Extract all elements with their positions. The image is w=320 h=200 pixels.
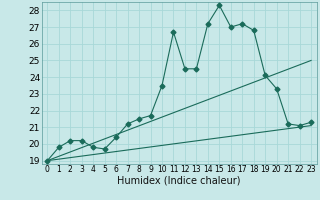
X-axis label: Humidex (Indice chaleur): Humidex (Indice chaleur): [117, 176, 241, 186]
